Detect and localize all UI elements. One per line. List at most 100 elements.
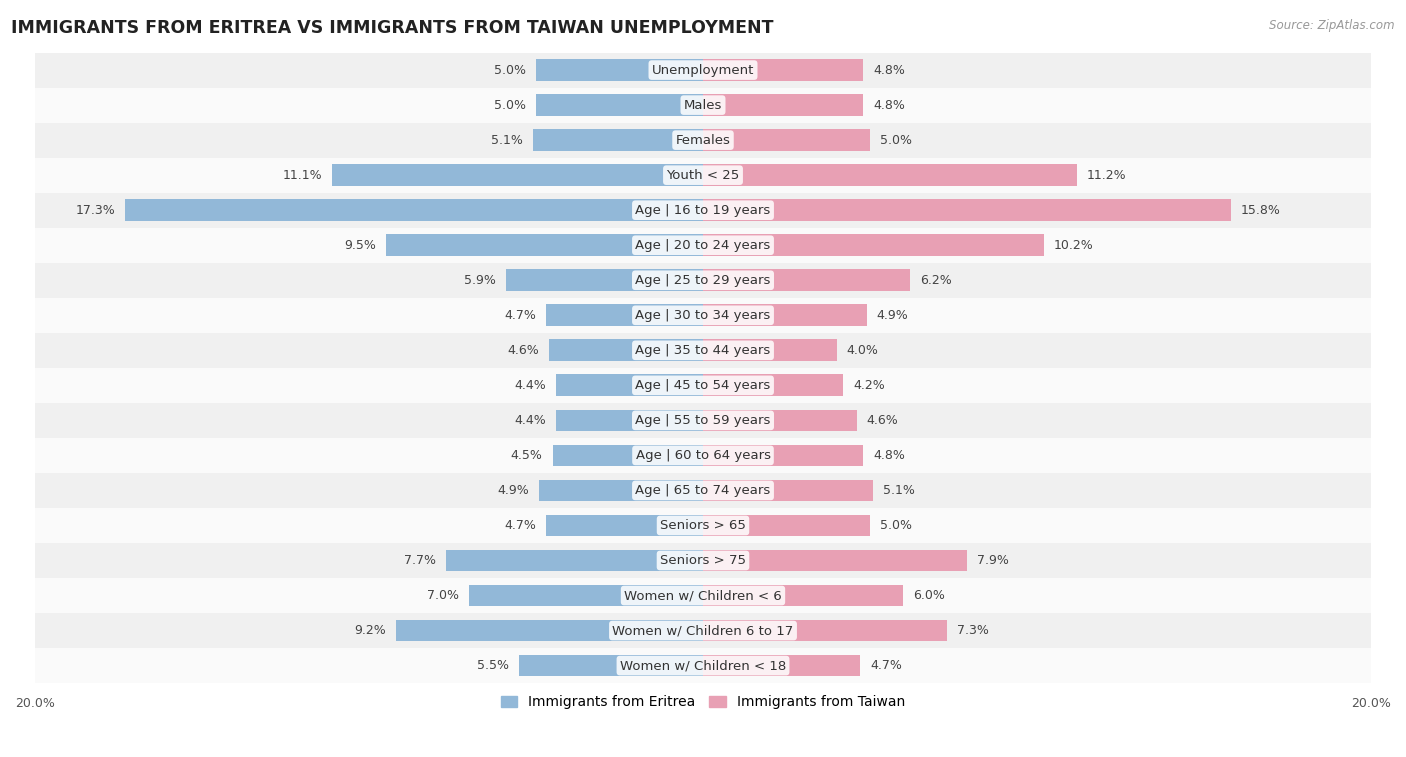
Text: 15.8%: 15.8% bbox=[1240, 204, 1281, 217]
Text: 7.7%: 7.7% bbox=[404, 554, 436, 567]
Text: 4.4%: 4.4% bbox=[515, 414, 546, 427]
Bar bbox=[35, 52, 1371, 88]
Bar bbox=[125, 199, 703, 221]
Text: 4.8%: 4.8% bbox=[873, 98, 905, 111]
Bar bbox=[35, 368, 1371, 403]
Text: 5.5%: 5.5% bbox=[477, 659, 509, 672]
Text: 9.2%: 9.2% bbox=[354, 624, 385, 637]
Text: 10.2%: 10.2% bbox=[1053, 238, 1094, 252]
Text: 4.0%: 4.0% bbox=[846, 344, 879, 357]
Bar bbox=[546, 304, 703, 326]
Bar bbox=[703, 235, 1043, 256]
Bar bbox=[35, 157, 1371, 193]
Bar bbox=[35, 578, 1371, 613]
Text: Age | 35 to 44 years: Age | 35 to 44 years bbox=[636, 344, 770, 357]
Text: Age | 60 to 64 years: Age | 60 to 64 years bbox=[636, 449, 770, 462]
Text: 11.1%: 11.1% bbox=[283, 169, 322, 182]
Text: Youth < 25: Youth < 25 bbox=[666, 169, 740, 182]
Text: Males: Males bbox=[683, 98, 723, 111]
Bar bbox=[553, 444, 703, 466]
Bar bbox=[332, 164, 703, 186]
Bar bbox=[395, 620, 703, 641]
Text: Age | 20 to 24 years: Age | 20 to 24 years bbox=[636, 238, 770, 252]
Text: 17.3%: 17.3% bbox=[76, 204, 115, 217]
Bar bbox=[35, 473, 1371, 508]
Bar bbox=[519, 655, 703, 677]
Text: 5.0%: 5.0% bbox=[494, 64, 526, 76]
Bar bbox=[703, 655, 860, 677]
Text: 5.1%: 5.1% bbox=[883, 484, 915, 497]
Bar bbox=[533, 129, 703, 151]
Bar bbox=[446, 550, 703, 572]
Bar bbox=[35, 648, 1371, 683]
Bar bbox=[470, 584, 703, 606]
Text: Age | 55 to 59 years: Age | 55 to 59 years bbox=[636, 414, 770, 427]
Text: 5.0%: 5.0% bbox=[494, 98, 526, 111]
Text: Seniors > 75: Seniors > 75 bbox=[659, 554, 747, 567]
Text: Age | 65 to 74 years: Age | 65 to 74 years bbox=[636, 484, 770, 497]
Legend: Immigrants from Eritrea, Immigrants from Taiwan: Immigrants from Eritrea, Immigrants from… bbox=[495, 690, 911, 715]
Text: 5.0%: 5.0% bbox=[880, 134, 912, 147]
Bar bbox=[385, 235, 703, 256]
Bar bbox=[703, 410, 856, 431]
Text: Seniors > 65: Seniors > 65 bbox=[659, 519, 747, 532]
Bar bbox=[555, 410, 703, 431]
Text: 9.5%: 9.5% bbox=[344, 238, 375, 252]
Text: Age | 16 to 19 years: Age | 16 to 19 years bbox=[636, 204, 770, 217]
Bar bbox=[703, 129, 870, 151]
Text: Women w/ Children < 6: Women w/ Children < 6 bbox=[624, 589, 782, 602]
Bar bbox=[703, 59, 863, 81]
Bar bbox=[35, 613, 1371, 648]
Bar bbox=[35, 543, 1371, 578]
Bar bbox=[555, 375, 703, 396]
Bar bbox=[703, 339, 837, 361]
Bar bbox=[35, 438, 1371, 473]
Text: Age | 25 to 29 years: Age | 25 to 29 years bbox=[636, 274, 770, 287]
Bar bbox=[703, 620, 946, 641]
Bar bbox=[703, 164, 1077, 186]
Bar bbox=[703, 304, 866, 326]
Bar bbox=[35, 263, 1371, 298]
Text: Source: ZipAtlas.com: Source: ZipAtlas.com bbox=[1270, 19, 1395, 32]
Bar bbox=[35, 228, 1371, 263]
Bar bbox=[35, 508, 1371, 543]
Bar bbox=[703, 199, 1230, 221]
Text: 6.2%: 6.2% bbox=[920, 274, 952, 287]
Text: 4.7%: 4.7% bbox=[505, 519, 536, 532]
Text: IMMIGRANTS FROM ERITREA VS IMMIGRANTS FROM TAIWAN UNEMPLOYMENT: IMMIGRANTS FROM ERITREA VS IMMIGRANTS FR… bbox=[11, 19, 773, 37]
Text: 4.8%: 4.8% bbox=[873, 64, 905, 76]
Text: 4.7%: 4.7% bbox=[505, 309, 536, 322]
Text: 7.0%: 7.0% bbox=[427, 589, 460, 602]
Bar bbox=[35, 298, 1371, 333]
Text: 5.9%: 5.9% bbox=[464, 274, 496, 287]
Bar bbox=[703, 515, 870, 536]
Text: 4.9%: 4.9% bbox=[877, 309, 908, 322]
Text: 11.2%: 11.2% bbox=[1087, 169, 1126, 182]
Bar bbox=[703, 375, 844, 396]
Bar bbox=[35, 193, 1371, 228]
Text: 4.8%: 4.8% bbox=[873, 449, 905, 462]
Text: 4.6%: 4.6% bbox=[866, 414, 898, 427]
Text: Age | 30 to 34 years: Age | 30 to 34 years bbox=[636, 309, 770, 322]
Bar bbox=[506, 269, 703, 291]
Bar bbox=[35, 88, 1371, 123]
Bar bbox=[35, 333, 1371, 368]
Bar bbox=[703, 269, 910, 291]
Bar bbox=[540, 480, 703, 501]
Text: 7.3%: 7.3% bbox=[957, 624, 988, 637]
Text: Unemployment: Unemployment bbox=[652, 64, 754, 76]
Text: Females: Females bbox=[675, 134, 731, 147]
Bar bbox=[550, 339, 703, 361]
Bar bbox=[35, 403, 1371, 438]
Text: Women w/ Children < 18: Women w/ Children < 18 bbox=[620, 659, 786, 672]
Bar bbox=[703, 584, 904, 606]
Bar bbox=[536, 95, 703, 116]
Bar bbox=[536, 59, 703, 81]
Bar bbox=[35, 123, 1371, 157]
Text: 4.9%: 4.9% bbox=[498, 484, 529, 497]
Text: Age | 45 to 54 years: Age | 45 to 54 years bbox=[636, 378, 770, 392]
Text: Women w/ Children 6 to 17: Women w/ Children 6 to 17 bbox=[613, 624, 793, 637]
Text: 4.2%: 4.2% bbox=[853, 378, 884, 392]
Bar bbox=[703, 95, 863, 116]
Text: 4.5%: 4.5% bbox=[510, 449, 543, 462]
